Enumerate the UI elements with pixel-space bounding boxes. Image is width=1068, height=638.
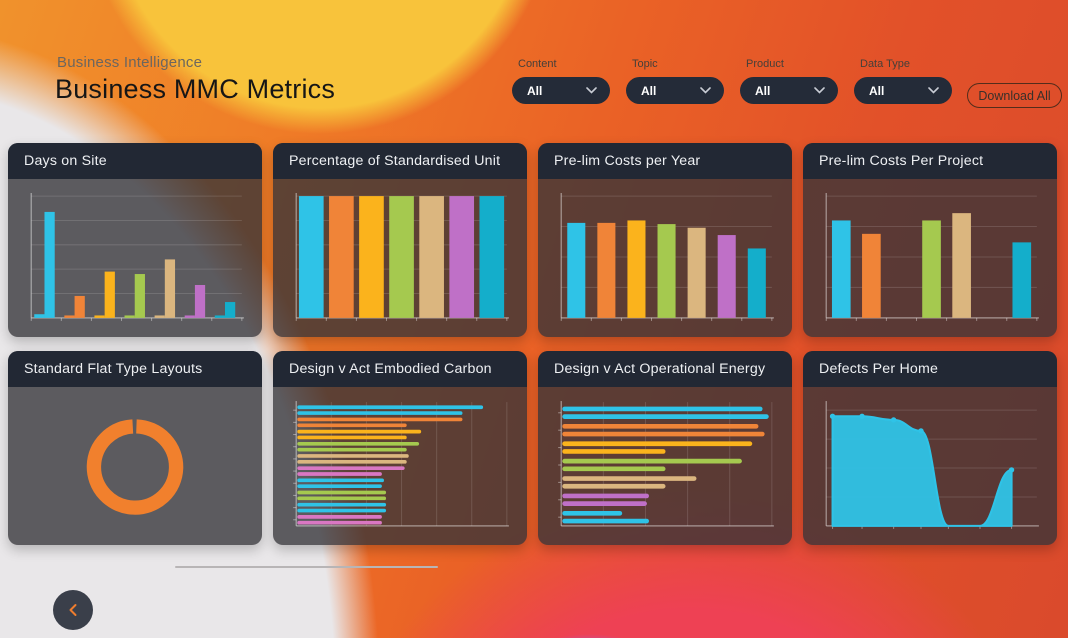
back-button[interactable] [53,590,93,630]
selected-value: All [755,83,771,98]
filter-label: Data Type [860,58,910,70]
filter-label: Product [746,58,784,70]
chart-title: Design v Act Operational Energy [554,361,766,377]
card-days-on-site: Days on Site [8,143,262,337]
chevron-left-icon [69,604,77,616]
chart-defects-per-home [803,387,1057,545]
chart-standard-flat-type-layouts [8,387,262,545]
chevron-down-icon [814,87,825,94]
chart-design-v-act-operational-energy [538,387,792,545]
chevron-down-icon [700,87,711,94]
chart-title: Design v Act Embodied Carbon [289,361,492,377]
dashboard-grid: Days on Site Percentage of Standardised … [8,143,1057,545]
data-type-filter-select[interactable]: All [854,77,952,104]
card-prelim-costs-per-year: Pre-lim Costs per Year [538,143,792,337]
filter-product: Product All [740,58,838,104]
card-header: Days on Site [8,143,262,179]
product-filter-select[interactable]: All [740,77,838,104]
card-header: Design v Act Embodied Carbon [273,351,527,387]
filter-topic: Topic All [626,58,724,104]
chevron-down-icon [586,87,597,94]
selected-value: All [641,83,657,98]
page-eyebrow: Business Intelligence [57,54,203,71]
chart-title: Pre-lim Costs Per Project [819,153,984,169]
card-defects-per-home: Defects Per Home [803,351,1057,545]
card-design-v-act-operational-energy: Design v Act Operational Energy [538,351,792,545]
chart-prelim-costs-per-project [803,179,1057,337]
filter-label: Content [518,58,557,70]
chevron-down-icon [928,87,939,94]
chart-title: Pre-lim Costs per Year [554,153,701,169]
chart-title: Defects Per Home [819,361,939,377]
selected-value: All [869,83,885,98]
download-all-button[interactable]: Download All [967,83,1062,108]
filter-data-type: Data Type All [854,58,952,104]
filter-content: Content All [512,58,610,104]
topic-filter-select[interactable]: All [626,77,724,104]
chart-prelim-costs-per-year [538,179,792,337]
card-standard-flat-type-layouts: Standard Flat Type Layouts [8,351,262,545]
card-header: Percentage of Standardised Unit [273,143,527,179]
chart-percentage-standardised-unit [273,179,527,337]
page-title: Business MMC Metrics [55,74,336,104]
chart-title: Standard Flat Type Layouts [24,361,203,377]
chart-title: Percentage of Standardised Unit [289,153,501,169]
content-filter-select[interactable]: All [512,77,610,104]
card-header: Pre-lim Costs Per Project [803,143,1057,179]
card-header: Pre-lim Costs per Year [538,143,792,179]
card-header: Standard Flat Type Layouts [8,351,262,387]
card-prelim-costs-per-project: Pre-lim Costs Per Project [803,143,1057,337]
selected-value: All [527,83,543,98]
card-header: Defects Per Home [803,351,1057,387]
card-percentage-standardised-unit: Percentage of Standardised Unit [273,143,527,337]
card-header: Design v Act Operational Energy [538,351,792,387]
card-design-v-act-embodied-carbon: Design v Act Embodied Carbon [273,351,527,545]
filter-label: Topic [632,58,658,70]
horizontal-scroll-indicator[interactable] [175,566,438,568]
chart-days-on-site [8,179,262,337]
chart-design-v-act-embodied-carbon [273,387,527,545]
chart-title: Days on Site [24,153,107,169]
